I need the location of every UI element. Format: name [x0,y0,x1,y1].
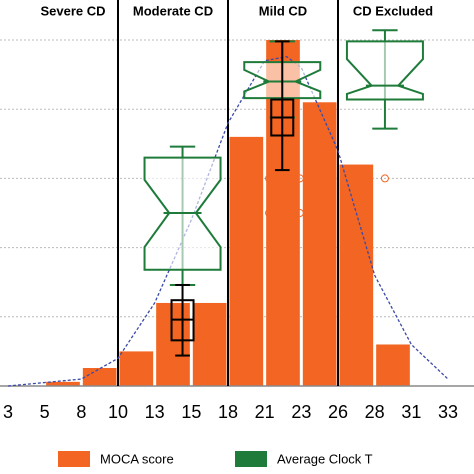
bar [229,136,264,386]
bar [119,351,154,386]
outlier [275,209,284,217]
box [345,40,424,101]
bar [192,302,227,386]
outlier [285,209,294,217]
x-tick-label: 28 [365,402,385,422]
x-tick-label: 5 [40,402,50,422]
x-tick-label: 8 [76,402,86,422]
x-tick-label: 33 [438,402,458,422]
x-tick-label: 10 [108,402,128,422]
bar [46,381,80,386]
fit-curve [7,55,449,387]
x-tick-label: 15 [181,402,201,422]
outlier [285,174,294,183]
bar [82,368,117,386]
section-title: Mild CD [259,3,307,18]
bar [156,302,190,386]
x-tick-label: 23 [291,402,311,422]
legend-swatch [235,451,267,467]
legend-label: MOCA score [100,451,174,466]
x-tick-label: 26 [328,402,348,422]
x-tick-label: 13 [145,402,165,422]
section-title: CD Excluded [353,3,433,18]
x-tick-label: 18 [218,402,238,422]
x-tick-label: 31 [401,402,421,422]
section-title: Severe CD [40,3,105,18]
bar [339,164,374,386]
section-title: Moderate CD [133,3,213,18]
legend-label: Average Clock T [277,451,373,466]
x-tick-label: 21 [255,402,275,422]
outlier [295,209,304,217]
outlier [265,209,274,217]
outlier [380,174,389,183]
outlier [295,174,304,183]
bar [302,102,337,386]
outlier [275,174,284,183]
outlier [265,174,274,183]
bar [376,344,410,386]
x-tick-label: 3 [3,402,13,422]
legend-swatch [58,451,90,467]
